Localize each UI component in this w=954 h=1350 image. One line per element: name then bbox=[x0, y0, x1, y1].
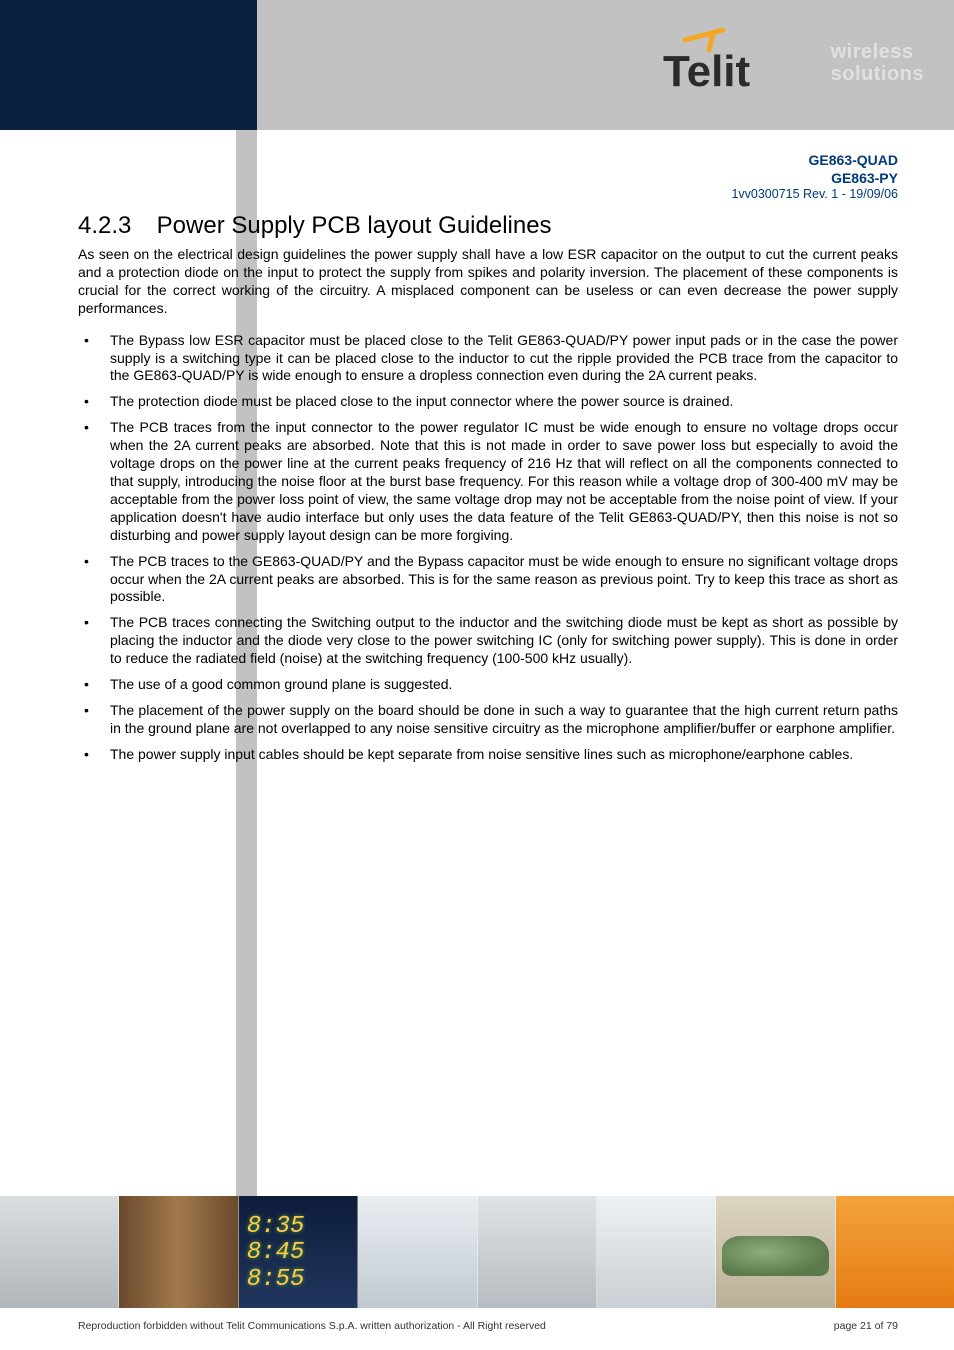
brand-tag-line1: wireless bbox=[831, 41, 924, 63]
header-left-block bbox=[0, 0, 257, 130]
document-meta: GE863-QUAD GE863-PY 1vv0300715 Rev. 1 - … bbox=[731, 152, 898, 203]
footer-digits: 8:35 8:45 8:55 bbox=[247, 1214, 305, 1293]
brand-tag-line2: solutions bbox=[831, 63, 924, 85]
section-number: 4.2.3 bbox=[78, 212, 150, 240]
footer-tile bbox=[0, 1196, 119, 1308]
brand-logo: Telit wireless solutions bbox=[663, 28, 924, 98]
header-banner: Telit wireless solutions bbox=[0, 0, 954, 130]
list-item: The power supply input cables should be … bbox=[78, 746, 898, 764]
footer-tile bbox=[358, 1196, 477, 1308]
list-item: The Bypass low ESR capacitor must be pla… bbox=[78, 332, 898, 386]
content-area: 4.2.3 Power Supply PCB layout Guidelines… bbox=[78, 212, 898, 772]
footer-digits-line: 8:35 bbox=[247, 1214, 305, 1240]
footer-tile bbox=[836, 1196, 954, 1308]
list-item: The PCB traces from the input connector … bbox=[78, 419, 898, 544]
telit-logo-icon: Telit bbox=[663, 28, 823, 98]
footer-tile bbox=[597, 1196, 716, 1308]
list-item: The protection diode must be placed clos… bbox=[78, 393, 898, 411]
list-item: The PCB traces connecting the Switching … bbox=[78, 614, 898, 668]
section-heading: 4.2.3 Power Supply PCB layout Guidelines bbox=[78, 212, 898, 240]
footer-tile bbox=[716, 1196, 835, 1308]
brand-tagline: wireless solutions bbox=[831, 41, 924, 85]
section-intro: As seen on the electrical design guideli… bbox=[78, 246, 898, 318]
footer-tile bbox=[478, 1196, 597, 1308]
footer-tile bbox=[119, 1196, 238, 1308]
doc-model-1: GE863-QUAD bbox=[731, 152, 898, 170]
footer-copyright: Reproduction forbidden without Telit Com… bbox=[78, 1320, 546, 1332]
list-item: The placement of the power supply on the… bbox=[78, 702, 898, 738]
footer-page: page 21 of 79 bbox=[834, 1320, 898, 1332]
svg-text:Telit: Telit bbox=[663, 47, 751, 96]
doc-revision: 1vv0300715 Rev. 1 - 19/09/06 bbox=[731, 187, 898, 203]
doc-model-2: GE863-PY bbox=[731, 170, 898, 188]
footer-digits-line: 8:45 bbox=[247, 1240, 305, 1266]
footer-digits-line: 8:55 bbox=[247, 1267, 305, 1293]
list-item: The use of a good common ground plane is… bbox=[78, 676, 898, 694]
section-title: Power Supply PCB layout Guidelines bbox=[157, 212, 552, 239]
list-item: The PCB traces to the GE863-QUAD/PY and … bbox=[78, 553, 898, 607]
footer-text: Reproduction forbidden without Telit Com… bbox=[78, 1320, 898, 1332]
footer-image-strip: 8:35 8:45 8:55 bbox=[0, 1196, 954, 1308]
bullet-list: The Bypass low ESR capacitor must be pla… bbox=[78, 332, 898, 764]
footer-tile: 8:35 8:45 8:55 bbox=[239, 1196, 358, 1308]
